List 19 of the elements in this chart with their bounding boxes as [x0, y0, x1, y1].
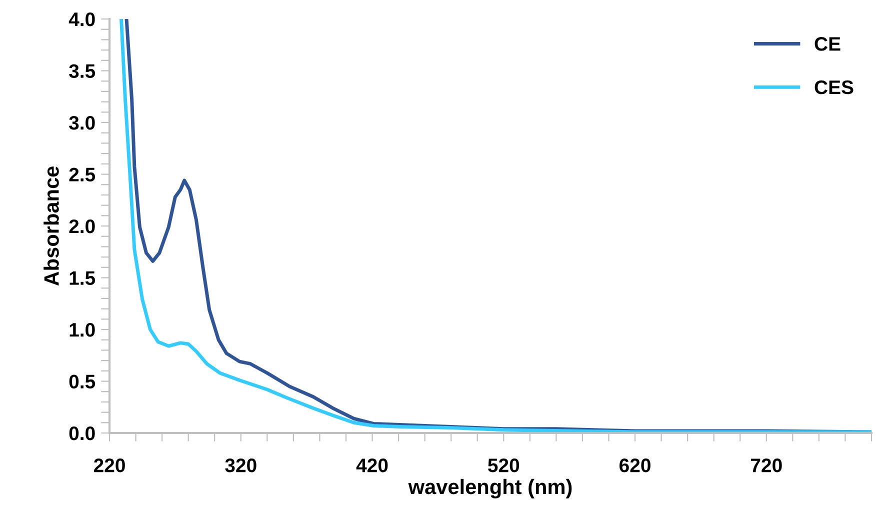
y-tick-label: 0.0 — [69, 426, 95, 440]
y-tick-label: 2.0 — [69, 219, 95, 234]
y-tick-label: 2.5 — [69, 168, 96, 182]
y-axis-title: Absorbance — [44, 166, 59, 286]
x-tick-label: 620 — [620, 458, 650, 472]
y-tick-label: 1.5 — [70, 271, 96, 285]
y-tick-label: 0.5 — [69, 374, 96, 388]
x-tick-label: 720 — [751, 458, 782, 472]
legend-label: CE — [814, 37, 840, 51]
y-tick-label: 3.5 — [69, 64, 96, 78]
x-tick-label: 520 — [488, 458, 520, 472]
x-axis-title: wavelenght (nm) — [408, 478, 572, 498]
legend-label: CES — [814, 80, 854, 94]
y-tick-label: 3.0 — [69, 116, 95, 130]
x-tick-label: 420 — [356, 458, 388, 472]
x-tick-label: 320 — [225, 458, 256, 472]
y-tick-label: 4.0 — [68, 12, 95, 26]
x-tick-label: 220 — [94, 458, 125, 472]
y-tick-label: 1.0 — [70, 322, 95, 337]
